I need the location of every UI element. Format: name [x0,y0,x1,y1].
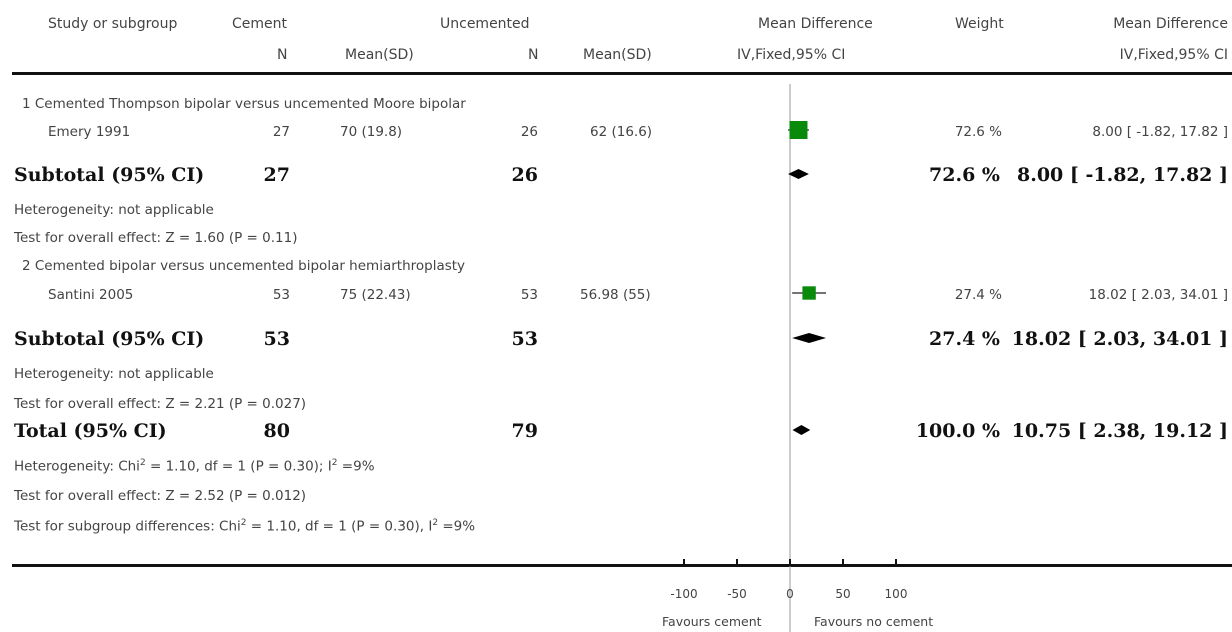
summary-diamond [792,333,827,343]
subtotal-ci: 18.02 [ 2.03, 34.01 ] [1011,328,1228,350]
x-tick-label: -50 [727,587,747,601]
favours-left: Favours cement [662,614,762,629]
total-ci: 10.75 [ 2.38, 19.12 ] [1011,420,1228,442]
header-n1: N [277,47,288,63]
bottom-rule [12,564,1232,567]
subtotal-ci: 8.00 [ -1.82, 17.82 ] [1017,164,1228,186]
heterogeneity-text: Heterogeneity: not applicable [14,366,214,382]
study-weight: 72.6 % [954,124,1002,140]
header-n2: N [528,47,539,63]
total-heterogeneity: Heterogeneity: Chi2 = 1.10, df = 1 (P = … [14,458,375,475]
x-tick-label: 50 [835,587,850,601]
header-meansd1: Mean(SD) [345,47,414,63]
group1-title: 1 Cemented Thompson bipolar versus uncem… [22,96,466,112]
header-method-right: IV,Fixed,95% CI [1119,47,1228,63]
study-meansd1: 70 (19.8) [340,124,403,140]
study-box [789,121,808,139]
header-study: Study or subgroup [48,16,178,32]
x-tick-label: -100 [670,587,697,601]
study-n2: 26 [520,124,538,140]
subtotal-weight: 72.6 % [929,164,1000,186]
study-n1: 27 [272,124,290,140]
total-n2: 79 [511,420,538,442]
favours-right: Favours no cement [814,614,934,629]
total-label: Total (95% CI) [14,420,167,442]
study-n1: 53 [272,287,290,303]
header-md-right: Mean Difference [1113,16,1228,32]
header-uncemented: Uncemented [440,16,530,32]
subtotal-label: Subtotal (95% CI) [14,328,205,350]
subgroup-differences: Test for subgroup differences: Chi2 = 1.… [14,518,476,535]
heterogeneity-text: Heterogeneity: not applicable [14,202,214,218]
study-n2: 53 [520,287,538,303]
subtotal-n1: 53 [263,328,290,350]
study-ci: 8.00 [ -1.82, 17.82 ] [1092,124,1228,140]
study-name: Santini 2005 [48,287,134,303]
group2-title: 2 Cemented bipolar versus uncemented bip… [22,258,466,274]
subtotal-n1: 27 [263,164,290,186]
x-tick-label: 0 [786,587,794,601]
header-cement: Cement [232,16,288,32]
study-box [802,286,816,300]
study-name: Emery 1991 [48,124,131,140]
header-weight: Weight [955,16,1004,32]
subtotal-label: Subtotal (95% CI) [14,164,205,186]
overall-effect-text: Test for overall effect: Z = 2.21 (P = 0… [14,396,307,412]
study-ci: 18.02 [ 2.03, 34.01 ] [1088,287,1228,303]
study-meansd2: 56.98 (55) [580,287,651,303]
header-rule [12,72,1232,75]
study-meansd2: 62 (16.6) [590,124,653,140]
study-meansd1: 75 (22.43) [340,287,411,303]
total-n1: 80 [263,420,290,442]
subtotal-n2: 26 [511,164,538,186]
header-meansd2: Mean(SD) [583,47,652,63]
header-method: IV,Fixed,95% CI [737,47,846,63]
overall-effect-text: Test for overall effect: Z = 1.60 (P = 0… [14,230,298,246]
summary-diamond [788,169,809,179]
study-weight: 27.4 % [954,287,1002,303]
subtotal-n2: 53 [511,328,538,350]
summary-diamond [792,425,811,435]
subtotal-weight: 27.4 % [929,328,1000,350]
total-overall-effect: Test for overall effect: Z = 2.52 (P = 0… [14,488,307,504]
x-tick-label: 100 [885,587,908,601]
header-md: Mean Difference [758,16,873,32]
total-weight: 100.0 % [915,420,1000,442]
